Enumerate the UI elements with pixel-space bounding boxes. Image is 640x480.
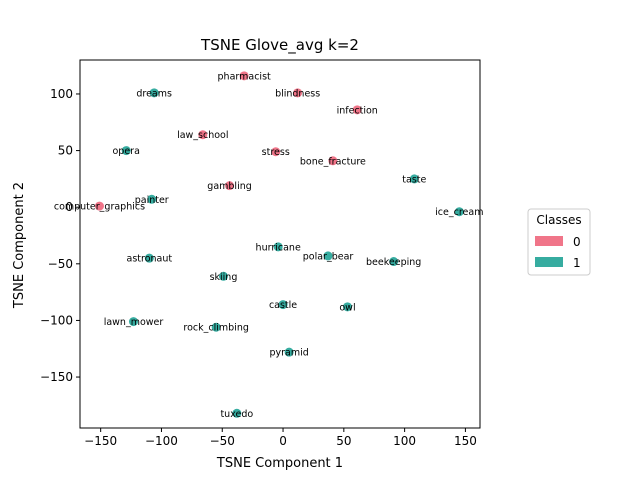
data-point-label: stress [262, 147, 290, 158]
data-point [271, 147, 281, 157]
data-point [284, 347, 294, 357]
y-tick-label: −50 [48, 257, 73, 271]
data-point [293, 88, 303, 98]
data-point [198, 130, 208, 140]
data-point-label: astronaut [127, 254, 173, 265]
data-point-label: blindness [275, 88, 320, 99]
data-point-label: computer_graphics [54, 202, 145, 213]
data-point-label: pharmacist [218, 71, 271, 82]
x-tick-label: −100 [145, 434, 178, 448]
data-point-label: bone_fracture [300, 156, 366, 167]
data-point-label: ice_cream [435, 207, 483, 218]
data-point-label: hurricane [256, 242, 301, 253]
y-tick-label: 100 [50, 87, 73, 101]
data-point-label: painter [135, 195, 169, 206]
x-axis: −150 −100 −50 0 50 100 150 [84, 428, 477, 448]
data-point [352, 105, 362, 115]
data-point [147, 194, 157, 204]
legend: Classes 01 [527, 208, 591, 276]
legend-swatch [535, 257, 563, 267]
data-point-label: opera [112, 146, 139, 157]
data-point [211, 322, 221, 332]
data-point [273, 242, 283, 252]
data-point [342, 302, 352, 312]
data-point [328, 156, 338, 166]
y-tick-label: 50 [58, 144, 73, 158]
data-point-label: owl [339, 302, 355, 313]
point-labels: pharmacist dreams blindness infection law_sc… [54, 71, 484, 419]
data-point [94, 201, 104, 211]
data-point-label: dreams [136, 88, 172, 99]
data-point-label: infection [337, 105, 378, 116]
data-point-label: pyramid [269, 348, 308, 359]
data-point-label: lawn_mower [104, 317, 164, 328]
data-point [239, 71, 249, 81]
data-point [409, 174, 419, 184]
x-tick-label: 100 [393, 434, 416, 448]
x-axis-label: TSNE Component 1 [216, 456, 343, 471]
plot-points [94, 71, 464, 418]
data-point [232, 408, 242, 418]
data-point-label: beekeeping [366, 257, 421, 268]
legend-entry-label: 0 [573, 235, 581, 249]
chart-title: TSNE Glove_avg k=2 [200, 36, 359, 55]
x-tick-label: −50 [210, 434, 235, 448]
data-point-label: polar_bear [303, 251, 354, 262]
y-tick-label: −150 [40, 370, 73, 384]
data-point [144, 253, 154, 263]
x-tick-label: −150 [84, 434, 117, 448]
data-point-label: gambling [207, 181, 251, 192]
data-point [389, 257, 399, 267]
y-tick-label: 0 [65, 200, 73, 214]
data-point [121, 146, 131, 156]
data-point [278, 300, 288, 310]
x-tick-label: 150 [454, 434, 477, 448]
y-axis: 100 50 0 −50 −100 −150 [40, 87, 80, 384]
data-point-label: tuxedo [220, 409, 253, 420]
data-point-label: castle [269, 300, 297, 311]
plot-area-frame [79, 59, 481, 429]
data-point-label: law_school [177, 130, 228, 141]
legend-entry-label: 1 [573, 256, 581, 270]
data-point-label: rock_climbing [183, 323, 248, 334]
y-axis-label: TSNE Component 2 [12, 182, 27, 309]
data-point [225, 181, 235, 191]
legend-swatch [535, 236, 563, 246]
data-point [128, 317, 138, 327]
x-tick-label: 50 [336, 434, 351, 448]
y-tick-label: −100 [40, 313, 73, 327]
x-tick-label: 0 [279, 434, 287, 448]
data-point [454, 207, 464, 217]
data-point-label: taste [402, 174, 426, 185]
data-point [149, 88, 159, 98]
data-point [218, 271, 228, 281]
legend-title: Classes [536, 213, 581, 227]
data-point [323, 251, 333, 261]
legend-entries: 01 [535, 235, 581, 270]
data-point-label: skiing [210, 272, 238, 283]
